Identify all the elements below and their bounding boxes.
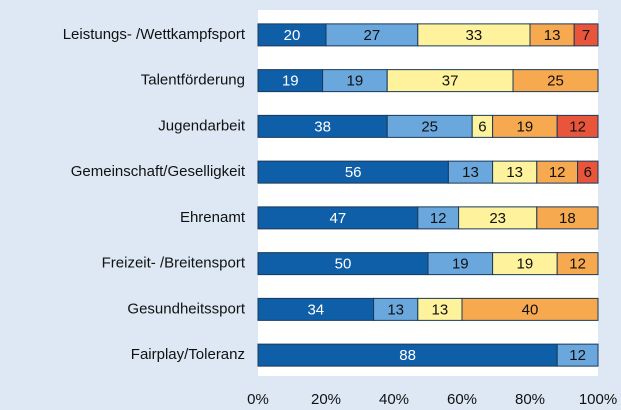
data-label: 40 xyxy=(522,301,539,318)
data-label: 56 xyxy=(345,164,362,181)
y-tick-label: Freizeit- /Breitensport xyxy=(102,255,246,272)
bar-segment xyxy=(573,23,599,47)
x-tick-label: 20% xyxy=(311,391,341,408)
data-label: 25 xyxy=(421,118,438,135)
data-label: 12 xyxy=(549,164,566,181)
data-label: 12 xyxy=(569,256,586,273)
data-label: 18 xyxy=(559,210,576,227)
x-tick-label: 0% xyxy=(247,391,269,408)
y-tick-label: Leistungs- /Wettkampfsport xyxy=(63,26,246,43)
data-label: 13 xyxy=(387,301,404,318)
data-label: 13 xyxy=(462,164,479,181)
data-label: 20 xyxy=(284,27,301,44)
data-label: 19 xyxy=(517,118,534,135)
data-label: 12 xyxy=(430,210,447,227)
y-tick-label: Fairplay/Toleranz xyxy=(131,346,245,363)
data-label: 37 xyxy=(442,73,459,90)
y-tick-label: Talentförderung xyxy=(141,72,245,89)
y-tick-label: Ehrenamt xyxy=(180,209,246,226)
x-tick-label: 100% xyxy=(579,391,617,408)
data-label: 38 xyxy=(314,118,331,135)
x-tick-label: 60% xyxy=(447,391,477,408)
data-label: 23 xyxy=(489,210,506,227)
plot-area xyxy=(258,10,598,376)
bar-segment xyxy=(536,206,599,230)
data-label: 13 xyxy=(544,27,561,44)
bar-segment xyxy=(556,343,599,367)
y-tick-label: Gemeinschaft/Geselligkeit xyxy=(71,163,246,180)
data-label: 47 xyxy=(330,210,347,227)
data-label: 6 xyxy=(584,164,592,181)
data-label: 19 xyxy=(452,256,469,273)
data-label: 13 xyxy=(432,301,449,318)
bar-segment xyxy=(577,160,599,184)
data-label: 25 xyxy=(547,73,564,90)
data-label: 19 xyxy=(282,73,299,90)
data-label: 50 xyxy=(335,256,352,273)
data-label: 33 xyxy=(466,27,483,44)
data-label: 12 xyxy=(569,118,586,135)
bar-segment xyxy=(461,297,599,321)
data-label: 13 xyxy=(506,164,523,181)
y-tick-label: Jugendarbeit xyxy=(158,117,246,134)
bar-segment xyxy=(556,252,599,276)
bar-segment xyxy=(512,69,599,93)
data-label: 88 xyxy=(399,347,416,364)
data-label: 6 xyxy=(478,118,486,135)
data-label: 34 xyxy=(307,301,324,318)
x-tick-label: 80% xyxy=(515,391,545,408)
data-label: 12 xyxy=(569,347,586,364)
x-tick-label: 40% xyxy=(379,391,409,408)
y-tick-label: Gesundheitssport xyxy=(127,300,245,317)
data-label: 19 xyxy=(347,73,364,90)
data-label: 27 xyxy=(364,27,381,44)
bar-segment xyxy=(556,114,599,138)
data-label: 19 xyxy=(517,256,534,273)
data-label: 7 xyxy=(582,27,590,44)
